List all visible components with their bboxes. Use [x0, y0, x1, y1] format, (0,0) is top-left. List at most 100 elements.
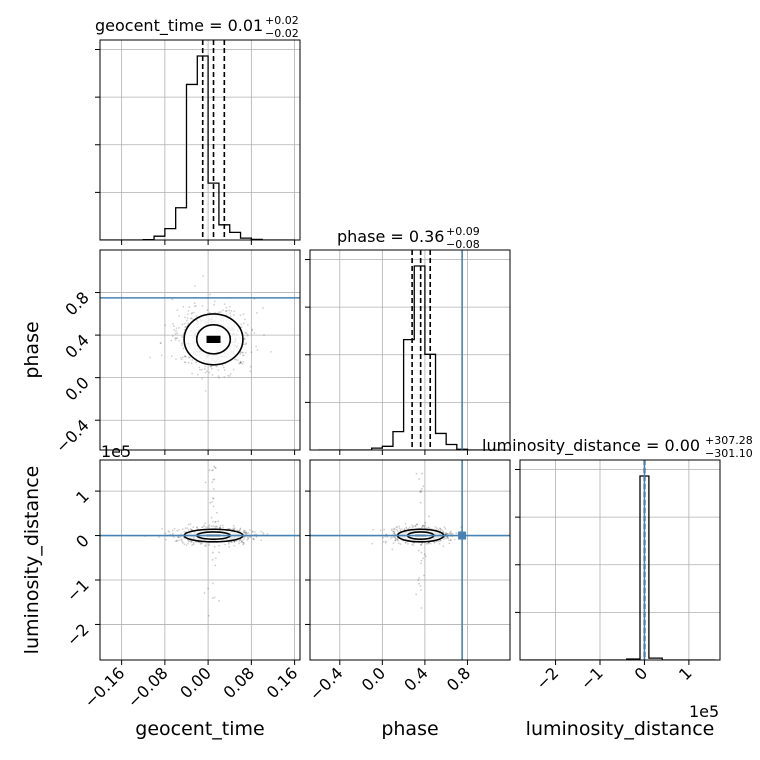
- sample-point: [205, 370, 208, 373]
- sample-point: [179, 533, 182, 536]
- sample-point: [242, 543, 245, 546]
- sample-point: [187, 309, 190, 312]
- sample-point: [443, 526, 446, 529]
- sample-point: [419, 490, 421, 493]
- sample-point: [241, 362, 244, 365]
- sample-point: [386, 536, 389, 538]
- sample-point: [212, 520, 215, 523]
- sample-point: [172, 322, 175, 325]
- sample-point: [174, 337, 177, 340]
- sample-point: [391, 548, 394, 551]
- sample-point: [415, 593, 418, 596]
- sample-point: [415, 472, 418, 475]
- sample-point: [190, 541, 193, 544]
- scatter-density: [100, 275, 300, 392]
- sample-point: [197, 541, 200, 544]
- sample-point: [214, 466, 217, 469]
- sample-point: [425, 527, 428, 530]
- sample-point: [190, 528, 193, 531]
- sample-point: [173, 328, 176, 331]
- sample-point: [240, 323, 243, 326]
- sample-point: [182, 542, 184, 544]
- sample-point: [182, 305, 185, 308]
- sample-point: [434, 526, 437, 528]
- sample-point: [224, 543, 227, 546]
- sample-point: [236, 359, 239, 362]
- sample-point: [382, 536, 385, 539]
- sample-point: [246, 532, 248, 535]
- sample-point: [204, 481, 207, 484]
- sample-point: [201, 526, 204, 528]
- sample-point: [164, 532, 167, 535]
- sample-point: [392, 530, 395, 533]
- sample-point: [192, 541, 195, 544]
- histogram-bars: [100, 40, 295, 240]
- sample-point: [174, 339, 177, 341]
- sample-point: [438, 542, 441, 545]
- sample-point: [394, 539, 397, 542]
- sample-point: [202, 275, 204, 278]
- sample-point: [211, 551, 214, 554]
- sample-point: [172, 532, 174, 535]
- sample-point: [253, 332, 256, 335]
- sample-point: [215, 511, 218, 514]
- sample-point: [175, 330, 177, 332]
- sample-point: [433, 541, 436, 544]
- sample-point: [244, 530, 247, 532]
- sample-point: [208, 469, 211, 472]
- sample-point: [180, 342, 183, 345]
- sample-point: [240, 362, 242, 364]
- sample-point: [242, 531, 245, 534]
- sample-point: [255, 533, 258, 536]
- sample-point: [428, 541, 431, 544]
- sample-point: [233, 544, 236, 547]
- panel-hist-geocent-time: [95, 39, 301, 245]
- sample-point: [251, 530, 254, 533]
- sample-point: [420, 543, 423, 546]
- sample-point: [393, 532, 396, 535]
- sample-point: [212, 525, 215, 528]
- sample-point: [218, 544, 220, 547]
- sample-point: [204, 389, 207, 392]
- x-tick-label: −0.16: [80, 663, 128, 711]
- sample-point: [212, 497, 215, 500]
- sample-point: [236, 529, 239, 532]
- y-tick-label: 0: [72, 531, 93, 552]
- sample-point: [427, 542, 429, 545]
- sample-point: [451, 532, 454, 535]
- sample-point: [227, 541, 230, 544]
- sample-point: [158, 536, 160, 538]
- sample-point: [254, 530, 256, 533]
- title-phase: phase = 0.36 +0.09 −0.08: [337, 225, 480, 251]
- sample-point: [180, 538, 183, 541]
- sample-point: [252, 537, 255, 540]
- sample-point: [399, 529, 402, 532]
- sample-point: [228, 309, 231, 312]
- title-geocent-time-main: geocent_time = 0.01: [95, 16, 263, 36]
- sample-point: [198, 366, 201, 369]
- sample-point: [239, 353, 242, 356]
- sample-point: [204, 365, 207, 368]
- sample-point: [176, 337, 179, 340]
- sample-point: [243, 538, 245, 541]
- sample-point: [183, 361, 186, 364]
- sample-point: [239, 361, 241, 364]
- panel-2d-geocent-time-vs-luminosity-distance: −0.16−0.08 0.00 0.08 0.16 −2 −1 0 1: [63, 459, 301, 711]
- sample-point: [262, 307, 264, 309]
- panel-frame: [99, 249, 301, 451]
- sample-point: [423, 525, 426, 528]
- title-geocent-time-sub: −0.02: [265, 27, 299, 40]
- panel-2d-phase-vs-luminosity-distance: −0.4 0.0 0.4 0.8: [305, 459, 511, 704]
- density-peak: [206, 335, 221, 343]
- sample-point: [372, 528, 375, 531]
- sample-point: [262, 531, 264, 534]
- sample-point: [182, 347, 185, 350]
- sample-point: [422, 524, 424, 527]
- sample-point: [176, 332, 179, 335]
- sample-point: [199, 543, 202, 545]
- title-geocent-time: geocent_time = 0.01 +0.02 −0.02: [95, 14, 299, 40]
- x-tick-label: 0.4: [400, 663, 431, 694]
- sample-point: [211, 597, 214, 600]
- sample-point: [240, 541, 243, 543]
